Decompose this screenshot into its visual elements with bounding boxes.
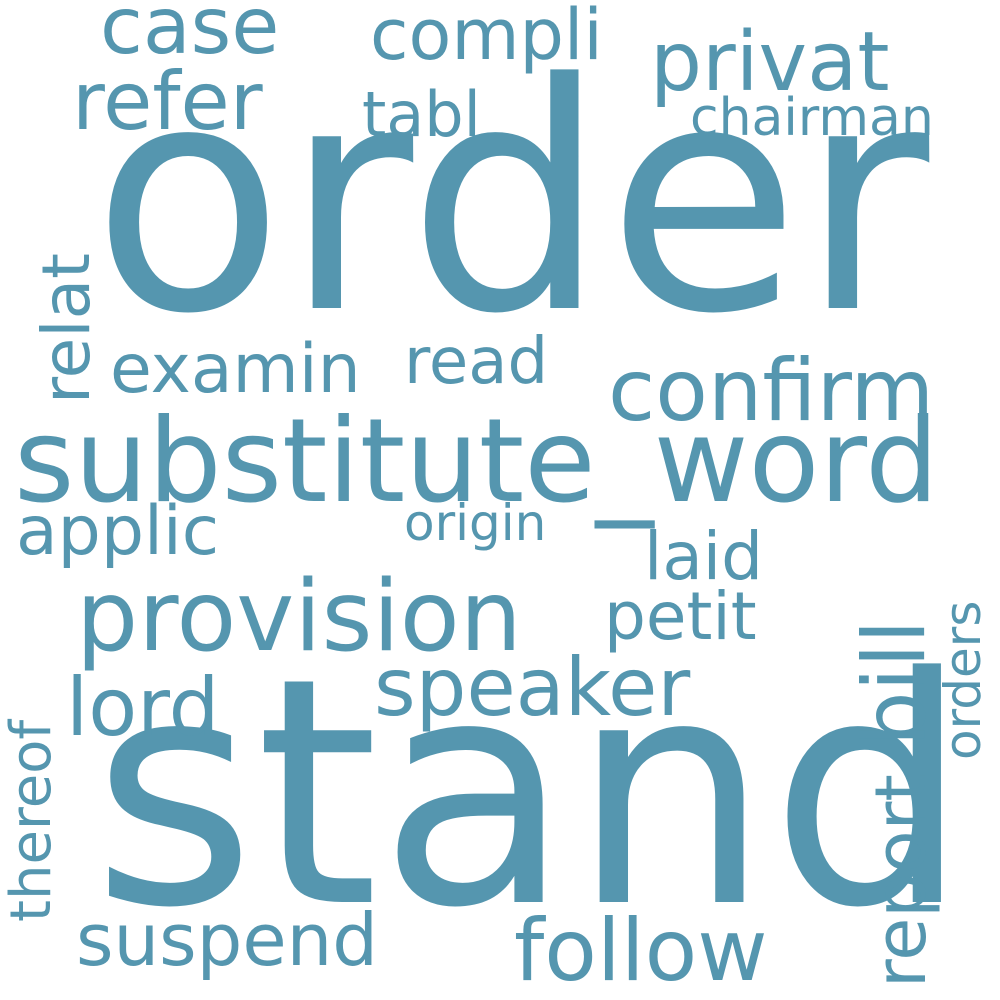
word-report: report bbox=[860, 774, 942, 988]
word-chairman: chairman bbox=[690, 88, 934, 148]
word-orders: orders bbox=[934, 600, 992, 760]
word-origin: origin bbox=[404, 494, 547, 552]
word-stand: stand bbox=[92, 612, 970, 977]
word-laid: laid bbox=[644, 518, 764, 595]
word-read: read bbox=[404, 325, 549, 399]
word-tabl: tabl bbox=[362, 78, 481, 151]
word-order: order bbox=[92, 18, 930, 383]
word-petit: petit bbox=[604, 578, 757, 655]
word-substitute-word: substitute_word bbox=[14, 394, 939, 529]
word-thereof: thereof bbox=[0, 719, 64, 922]
word-examin: examin bbox=[110, 330, 361, 409]
word-compli: compli bbox=[370, 0, 603, 76]
word-relat: relat bbox=[28, 253, 105, 404]
word-suspend: suspend bbox=[76, 898, 378, 982]
word-confirm: confirm bbox=[608, 341, 935, 441]
word-bill: bill bbox=[845, 619, 945, 746]
word-refer: refer bbox=[72, 55, 263, 148]
word-lord: lord bbox=[66, 661, 220, 754]
word-applic: applic bbox=[16, 492, 220, 571]
word-speaker: speaker bbox=[374, 641, 691, 734]
word-follow: follow bbox=[514, 901, 768, 1000]
word-case: case bbox=[100, 0, 280, 72]
word-privat: privat bbox=[650, 15, 890, 110]
word-provision: provision bbox=[76, 560, 522, 674]
